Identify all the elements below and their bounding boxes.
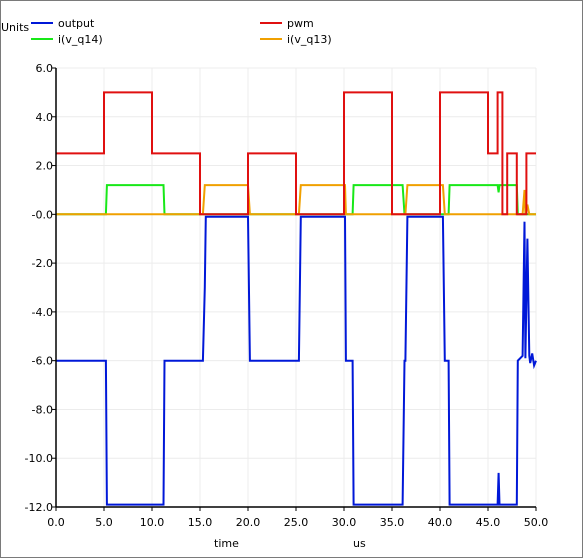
y-units-label: Units: [1, 21, 29, 34]
y-tick-label: -10.0: [25, 452, 53, 465]
x-tick-label: 45.0: [476, 516, 501, 529]
x-tick-label: 15.0: [188, 516, 213, 529]
y-tick-label: 2.0: [36, 160, 54, 173]
ticks: 0.0 5.0 10.0 15.0 20.0 25.0 30.0 35.0 40.0 45.0 50…: [25, 62, 549, 529]
series-line-output: [56, 215, 537, 506]
x-units-label: us: [353, 537, 366, 550]
series-line-pwm: [56, 91, 536, 216]
x-tick-label: 0.0: [47, 516, 65, 529]
x-tick-label: 10.0: [140, 516, 165, 529]
y-tick-label: -2.0: [32, 257, 53, 270]
x-axis-label: time: [214, 537, 239, 550]
y-tick-label: 6.0: [36, 62, 54, 75]
x-tick-label: 20.0: [236, 516, 261, 529]
y-tick-label: -6.0: [32, 355, 53, 368]
legend-label: pwm: [287, 17, 314, 30]
series-layer: [56, 91, 537, 506]
y-tick-label: -8.0: [32, 403, 53, 416]
grid: [55, 67, 537, 508]
x-tick-label: 50.0: [524, 516, 549, 529]
x-tick-label: 5.0: [95, 516, 113, 529]
legend-label: output: [58, 17, 95, 30]
y-tick-label: -4.0: [32, 306, 53, 319]
x-tick-label: 30.0: [332, 516, 357, 529]
x-tick-label: 40.0: [428, 516, 453, 529]
x-tick-label: 25.0: [284, 516, 309, 529]
legend-label: i(v_q14): [58, 33, 103, 46]
legend-label: i(v_q13): [287, 33, 332, 46]
y-tick-label: -12.0: [25, 501, 53, 514]
y-tick-label: -0.0: [32, 208, 53, 221]
legend: output pwm i(v_q14) i(v_q13): [31, 17, 332, 46]
x-tick-label: 35.0: [380, 516, 405, 529]
y-tick-label: 4.0: [36, 111, 54, 124]
